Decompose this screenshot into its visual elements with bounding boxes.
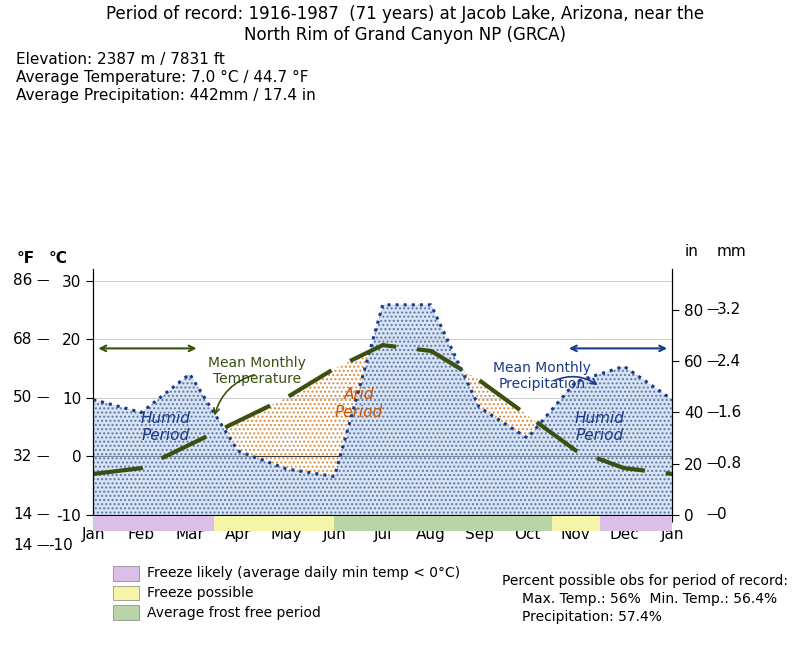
Bar	[335, 516, 552, 531]
Text: Mean Monthly
Precipitation: Mean Monthly Precipitation	[493, 361, 591, 392]
Text: 0: 0	[717, 508, 727, 522]
Text: Arid
Period: Arid Period	[335, 388, 382, 420]
Bar	[214, 516, 335, 531]
Text: —: —	[706, 406, 718, 419]
Text: Max. Temp.: 56%  Min. Temp.: 56.4%: Max. Temp.: 56% Min. Temp.: 56.4%	[522, 592, 778, 606]
Text: —: —	[36, 508, 49, 522]
Bar	[552, 516, 600, 531]
Text: 14: 14	[13, 508, 32, 522]
Text: —: —	[36, 274, 49, 287]
Text: Mean Monthly
Temperature: Mean Monthly Temperature	[208, 356, 306, 386]
Text: 1.6: 1.6	[717, 405, 741, 420]
Text: 14: 14	[13, 539, 32, 553]
Text: Humid
Period: Humid Period	[575, 411, 625, 443]
Text: 86: 86	[13, 273, 32, 288]
Text: —: —	[36, 450, 49, 463]
Text: °F: °F	[16, 251, 34, 266]
Text: —: —	[36, 392, 49, 404]
Text: —: —	[706, 355, 718, 368]
Text: Humid
Period: Humid Period	[141, 411, 190, 443]
Text: 50: 50	[13, 390, 32, 405]
Text: Average frost free period: Average frost free period	[147, 605, 322, 620]
Text: Elevation: 2387 m / 7831 ft: Elevation: 2387 m / 7831 ft	[16, 52, 225, 68]
Text: —: —	[36, 539, 49, 552]
Text: —: —	[706, 508, 718, 522]
Text: mm: mm	[717, 244, 747, 259]
Text: 32: 32	[13, 449, 32, 464]
Text: Percent possible obs for period of record:: Percent possible obs for period of recor…	[502, 574, 788, 588]
Text: —: —	[706, 457, 718, 470]
Text: 2.4: 2.4	[717, 354, 741, 369]
Bar	[93, 516, 214, 531]
Text: Average Precipitation: 442mm / 17.4 in: Average Precipitation: 442mm / 17.4 in	[16, 88, 316, 103]
Text: -10: -10	[48, 539, 73, 553]
Text: Average Temperature: 7.0 °C / 44.7 °F: Average Temperature: 7.0 °C / 44.7 °F	[16, 70, 309, 85]
Text: in: in	[684, 244, 698, 259]
Text: Precipitation: 57.4%: Precipitation: 57.4%	[522, 610, 663, 624]
Text: °C: °C	[49, 251, 67, 266]
Bar	[600, 516, 672, 531]
Text: 68: 68	[13, 332, 32, 347]
Text: —: —	[36, 333, 49, 346]
Text: North Rim of Grand Canyon NP (GRCA): North Rim of Grand Canyon NP (GRCA)	[244, 26, 566, 44]
Text: Freeze possible: Freeze possible	[147, 586, 254, 600]
Text: —: —	[706, 304, 718, 316]
Text: Freeze likely (average daily min temp < 0°C): Freeze likely (average daily min temp < …	[147, 566, 461, 581]
Text: Period of record: 1916-1987  (71 years) at Jacob Lake, Arizona, near the: Period of record: 1916-1987 (71 years) a…	[106, 5, 704, 22]
Text: 0.8: 0.8	[717, 456, 741, 471]
Text: 3.2: 3.2	[717, 302, 741, 318]
